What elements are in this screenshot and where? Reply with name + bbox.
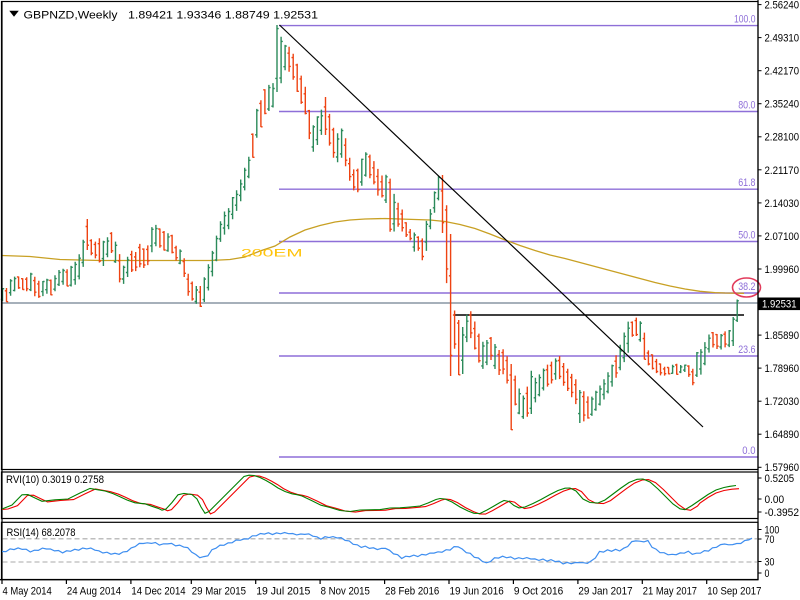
svg-text:2.56240: 2.56240 xyxy=(765,0,800,12)
svg-text:1.72030: 1.72030 xyxy=(765,396,800,408)
svg-text:19 Jun 2016: 19 Jun 2016 xyxy=(450,586,504,598)
svg-text:GBPNZD,Weekly: GBPNZD,Weekly xyxy=(24,9,119,21)
svg-text:0.5205: 0.5205 xyxy=(765,473,795,485)
svg-text:80.0: 80.0 xyxy=(738,100,755,112)
svg-text:10 Sep 2017: 10 Sep 2017 xyxy=(707,586,761,598)
svg-text:61.8: 61.8 xyxy=(738,177,755,189)
svg-text:1.57960: 1.57960 xyxy=(765,462,800,474)
svg-text:-0.3952: -0.3952 xyxy=(765,507,800,519)
svg-text:29 Mar 2015: 29 Mar 2015 xyxy=(192,586,246,598)
svg-text:1.89421 1.93346 1.88749 1.9253: 1.89421 1.93346 1.88749 1.92531 xyxy=(128,9,318,21)
svg-text:2.49310: 2.49310 xyxy=(765,33,800,45)
svg-text:RSI(14) 68.2078: RSI(14) 68.2078 xyxy=(7,527,76,539)
svg-text:200EM: 200EM xyxy=(241,248,303,260)
svg-text:21 May 2017: 21 May 2017 xyxy=(643,586,697,598)
svg-text:4 May 2014: 4 May 2014 xyxy=(3,586,52,598)
svg-text:29 Jan 2017: 29 Jan 2017 xyxy=(578,586,632,598)
svg-text:2.42170: 2.42170 xyxy=(765,66,800,78)
svg-text:24 Aug 2014: 24 Aug 2014 xyxy=(67,586,121,598)
svg-text:50.0: 50.0 xyxy=(738,230,755,242)
svg-text:28 Feb 2016: 28 Feb 2016 xyxy=(385,586,439,598)
svg-text:1.92531: 1.92531 xyxy=(762,299,797,311)
svg-text:1.99960: 1.99960 xyxy=(765,264,800,276)
svg-text:0: 0 xyxy=(765,568,770,580)
svg-text:2.28100: 2.28100 xyxy=(765,132,800,144)
svg-text:0.0: 0.0 xyxy=(742,445,755,457)
svg-text:0.00: 0.00 xyxy=(765,494,785,506)
svg-text:1.78960: 1.78960 xyxy=(765,363,800,375)
svg-text:14 Dec 2014: 14 Dec 2014 xyxy=(131,586,185,598)
svg-text:1.85890: 1.85890 xyxy=(765,330,800,342)
svg-text:100: 100 xyxy=(765,524,780,536)
svg-text:23.6: 23.6 xyxy=(738,344,755,356)
svg-text:19 Jul 2015: 19 Jul 2015 xyxy=(256,586,310,598)
svg-text:2.21170: 2.21170 xyxy=(765,165,800,177)
svg-text:1.64890: 1.64890 xyxy=(765,429,800,441)
svg-text:70: 70 xyxy=(765,534,775,546)
svg-text:2.35240: 2.35240 xyxy=(765,99,800,111)
svg-text:30: 30 xyxy=(765,556,775,568)
svg-text:100.0: 100.0 xyxy=(734,14,756,26)
svg-text:2.14030: 2.14030 xyxy=(765,198,800,210)
svg-text:RVI(10) 0.3019 0.2758: RVI(10) 0.3019 0.2758 xyxy=(6,474,104,486)
svg-text:9 Oct 2016: 9 Oct 2016 xyxy=(514,586,563,598)
svg-text:38.2: 38.2 xyxy=(738,281,755,293)
svg-text:2.07100: 2.07100 xyxy=(765,231,800,243)
svg-text:8 Nov 2015: 8 Nov 2015 xyxy=(321,586,370,598)
